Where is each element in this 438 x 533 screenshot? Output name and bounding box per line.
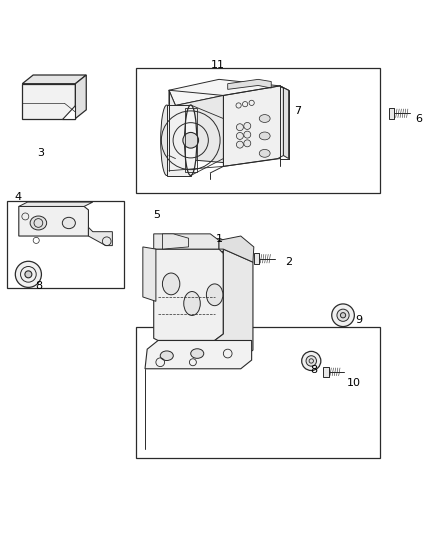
Ellipse shape <box>259 149 270 157</box>
Circle shape <box>340 313 346 318</box>
Text: 5: 5 <box>153 210 160 220</box>
Ellipse shape <box>259 132 270 140</box>
Polygon shape <box>228 79 271 90</box>
Ellipse shape <box>191 349 204 358</box>
Bar <box>185 108 197 172</box>
Circle shape <box>216 243 222 249</box>
Text: 4: 4 <box>14 192 21 202</box>
Ellipse shape <box>206 284 223 305</box>
Ellipse shape <box>160 351 173 360</box>
Text: 2: 2 <box>285 257 292 267</box>
Polygon shape <box>62 106 75 118</box>
Circle shape <box>237 133 244 140</box>
Polygon shape <box>215 249 253 356</box>
Bar <box>389 108 394 118</box>
Circle shape <box>15 261 42 287</box>
Polygon shape <box>75 75 86 118</box>
Ellipse shape <box>185 105 197 175</box>
Polygon shape <box>169 90 176 158</box>
Polygon shape <box>22 84 75 118</box>
Circle shape <box>237 141 244 148</box>
Polygon shape <box>154 249 223 341</box>
Ellipse shape <box>30 216 47 230</box>
Ellipse shape <box>62 217 75 229</box>
Bar <box>7 201 124 288</box>
Polygon shape <box>280 86 289 158</box>
Polygon shape <box>223 86 283 166</box>
Text: 6: 6 <box>416 114 423 124</box>
Bar <box>136 327 380 458</box>
Circle shape <box>237 124 244 131</box>
Circle shape <box>306 356 317 366</box>
Circle shape <box>183 133 198 148</box>
Text: 7: 7 <box>294 106 301 116</box>
Text: 8: 8 <box>35 281 42 290</box>
Circle shape <box>302 351 321 370</box>
Ellipse shape <box>259 115 270 123</box>
Text: 11: 11 <box>211 60 225 70</box>
Text: 1: 1 <box>215 234 223 244</box>
Circle shape <box>337 309 349 321</box>
Polygon shape <box>167 105 191 175</box>
Text: 10: 10 <box>347 378 361 388</box>
Bar <box>323 367 329 377</box>
Ellipse shape <box>162 273 180 295</box>
Polygon shape <box>145 341 252 369</box>
Polygon shape <box>154 234 219 249</box>
Polygon shape <box>169 79 280 106</box>
Circle shape <box>244 140 251 147</box>
Circle shape <box>244 123 251 130</box>
Polygon shape <box>19 202 93 206</box>
Ellipse shape <box>161 105 173 175</box>
Polygon shape <box>22 75 86 84</box>
Polygon shape <box>19 206 88 236</box>
Bar <box>136 68 380 192</box>
Circle shape <box>212 239 226 253</box>
Bar <box>254 254 259 264</box>
Circle shape <box>244 131 251 138</box>
Polygon shape <box>219 236 254 262</box>
Polygon shape <box>143 247 156 301</box>
Circle shape <box>25 271 32 278</box>
Polygon shape <box>176 95 278 163</box>
Text: 9: 9 <box>356 316 363 326</box>
Polygon shape <box>88 228 113 246</box>
Circle shape <box>332 304 354 327</box>
Ellipse shape <box>184 292 200 316</box>
Text: 8: 8 <box>310 365 318 375</box>
Text: 3: 3 <box>37 148 44 158</box>
Polygon shape <box>162 234 188 249</box>
